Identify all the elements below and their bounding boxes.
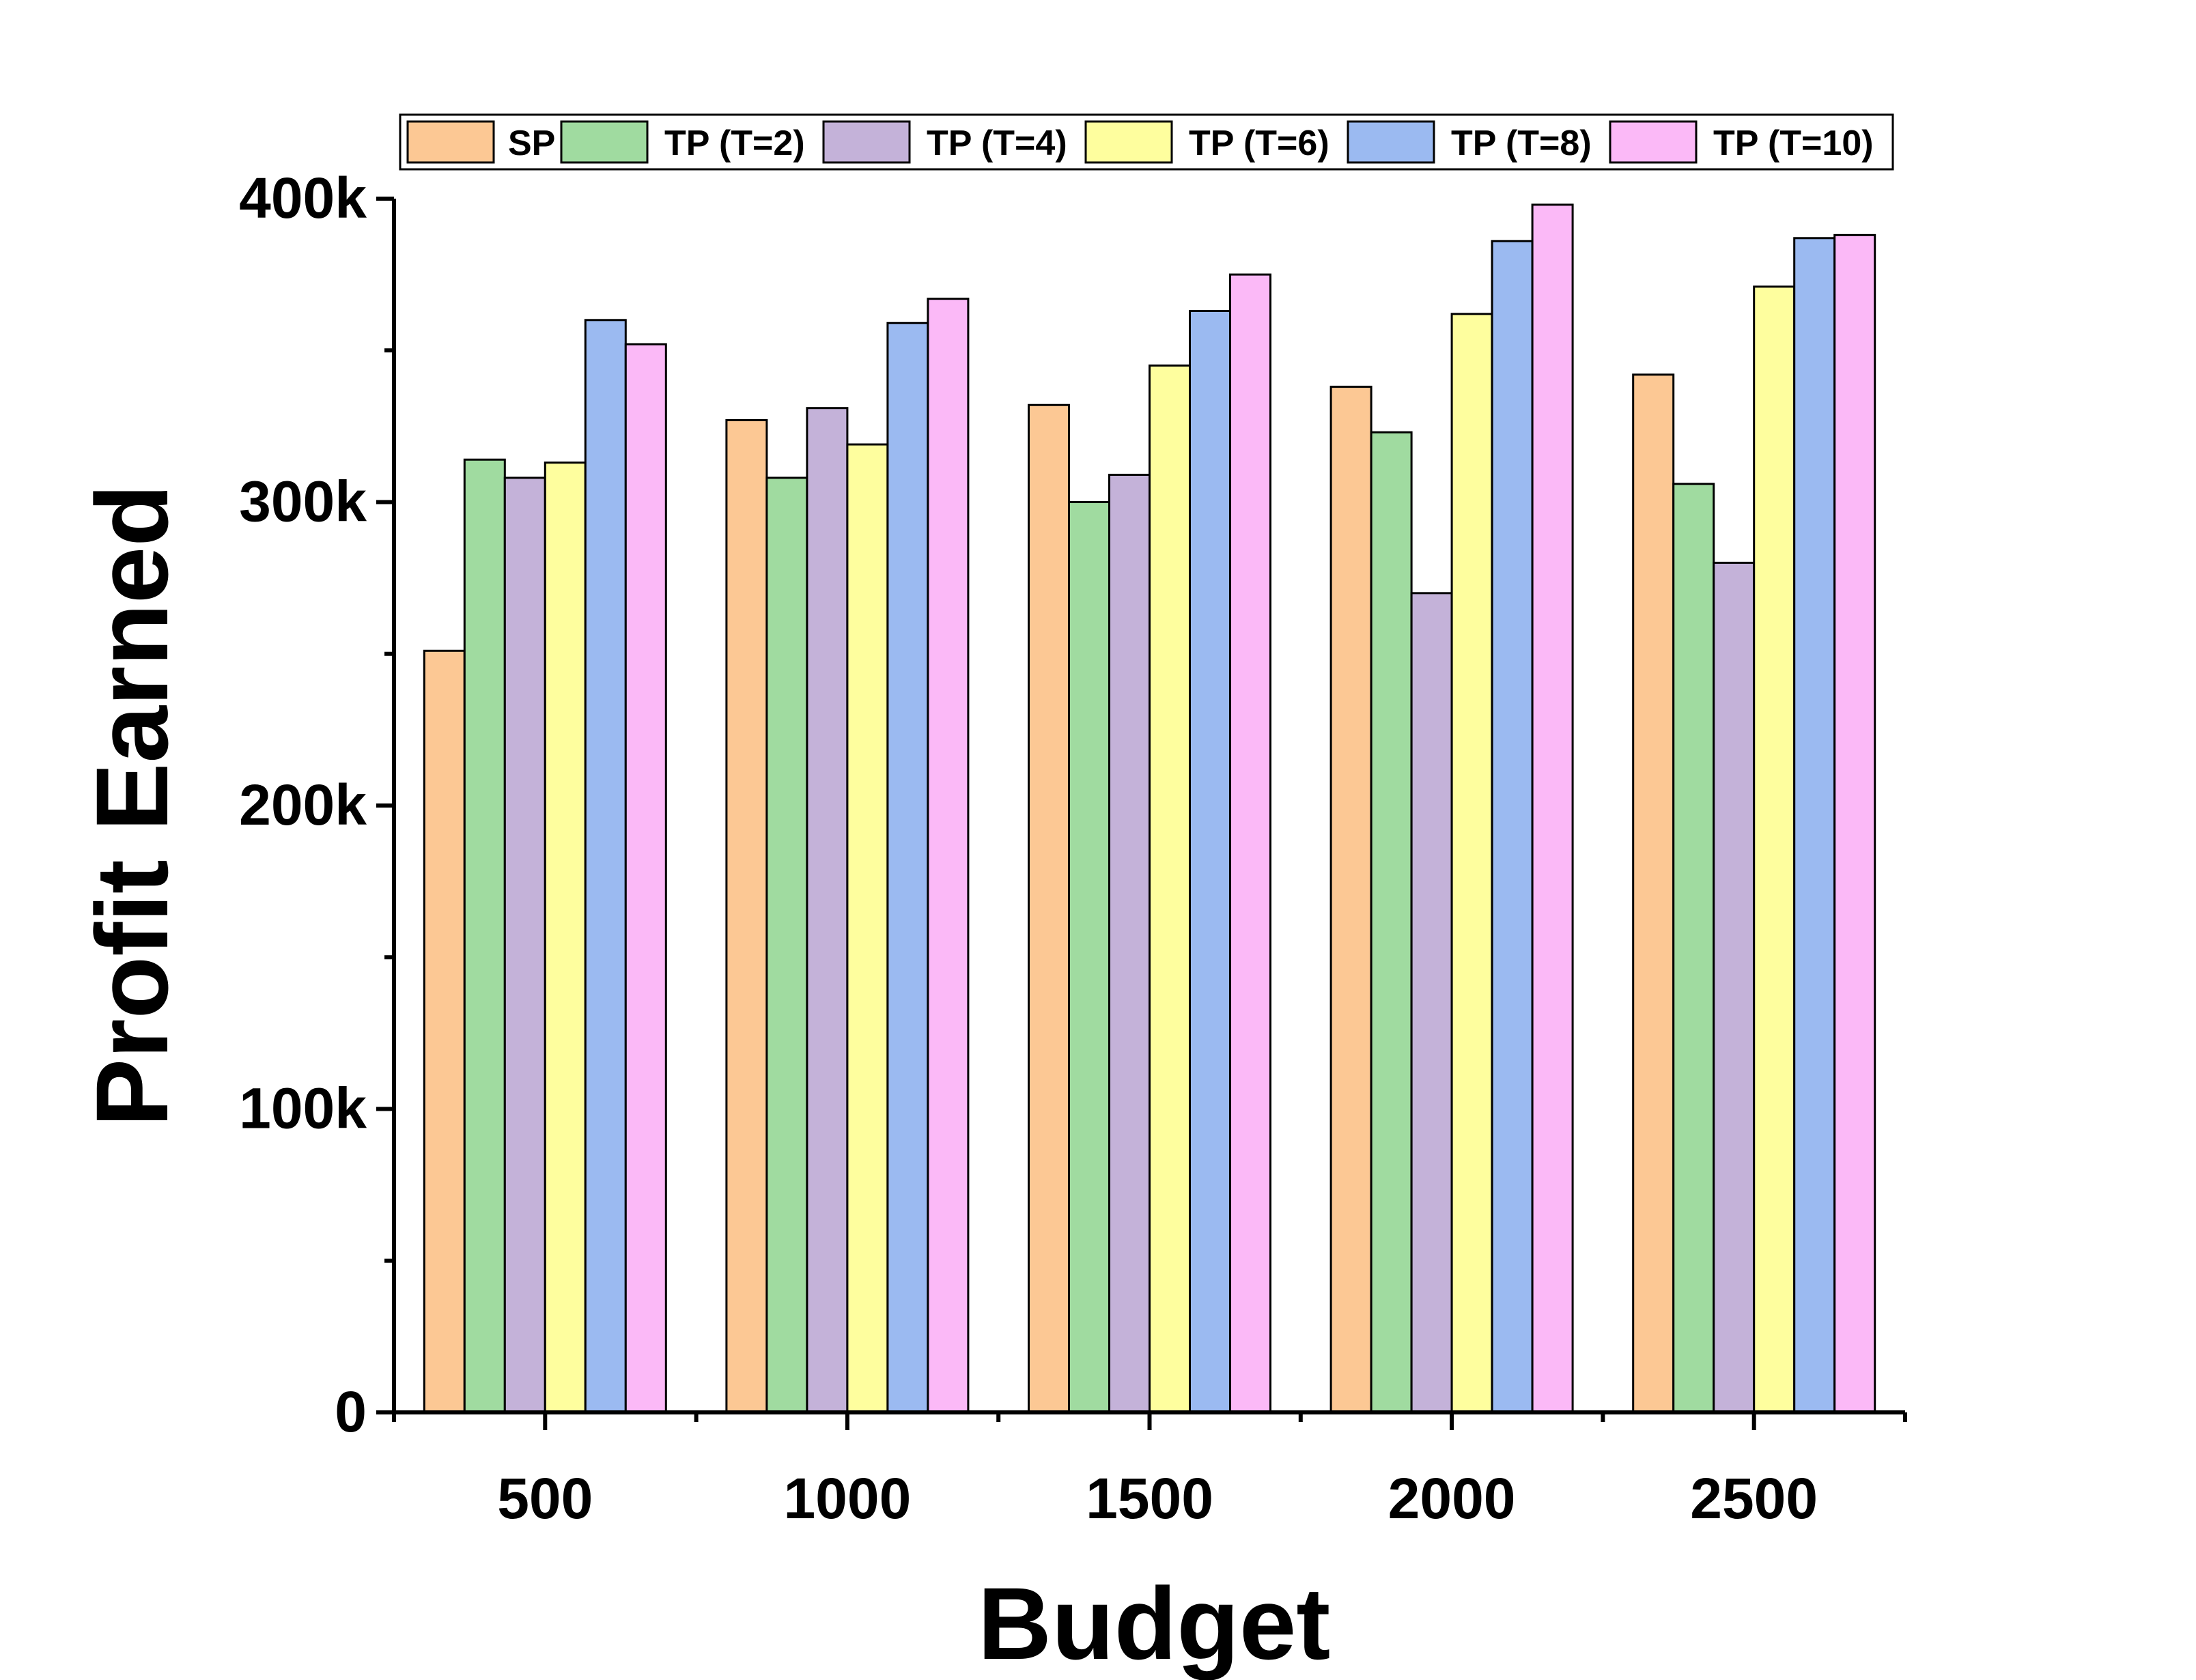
x-tick-label: 2000 <box>1388 1466 1516 1530</box>
bar-tp-t-10-1000 <box>927 298 970 1414</box>
bar-tp-t-8-500 <box>584 319 627 1414</box>
legend-label: TP (T=8) <box>1451 124 1592 163</box>
legend: SP TP (T=2) TP (T=4) TP (T=6) TP (T=8) TP (T=… <box>399 113 1894 171</box>
bar-tp-t-6-2000 <box>1450 313 1493 1414</box>
bar-sp-2500 <box>1632 373 1675 1414</box>
x-tick-label: 500 <box>497 1466 593 1530</box>
legend-swatch <box>406 120 495 164</box>
bar-tp-t-6-1500 <box>1149 364 1191 1414</box>
bar-tp-t-10-1500 <box>1229 273 1271 1414</box>
bar-tp-t-10-500 <box>624 343 667 1414</box>
bar-tp-t-4-2500 <box>1713 561 1756 1414</box>
legend-label: TP (T=4) <box>927 124 1067 163</box>
bar-tp-t-6-1000 <box>846 443 889 1414</box>
bar-tp-t-8-2000 <box>1491 240 1534 1414</box>
bar-tp-t-2-1500 <box>1068 501 1110 1414</box>
bar-tp-t-2-2500 <box>1672 483 1715 1414</box>
bar-tp-t-10-2000 <box>1531 203 1574 1414</box>
legend-swatch <box>1347 120 1435 164</box>
bar-tp-t-10-2500 <box>1833 233 1876 1414</box>
bar-tp-t-2-2000 <box>1370 431 1413 1414</box>
bar-sp-1000 <box>725 418 768 1414</box>
y-tick-label: 400k <box>239 166 367 230</box>
bar-sp-2000 <box>1329 386 1372 1414</box>
bar-tp-t-2-500 <box>463 458 506 1414</box>
bar-sp-500 <box>423 649 466 1414</box>
bar-tp-t-6-500 <box>544 461 587 1414</box>
y-tick-label: 200k <box>239 773 367 837</box>
bar-tp-t-8-1000 <box>886 322 929 1414</box>
legend-label: TP (T=10) <box>1713 124 1874 163</box>
y-tick-label: 300k <box>239 470 367 534</box>
y-tick-label: 100k <box>239 1077 367 1141</box>
y-axis-title: Profit Earned <box>74 484 189 1127</box>
legend-swatch <box>822 120 911 164</box>
bar-tp-t-4-2000 <box>1410 592 1453 1414</box>
legend-swatch <box>1084 120 1173 164</box>
bar-tp-t-4-1000 <box>806 407 849 1414</box>
bar-tp-t-4-1500 <box>1108 473 1151 1414</box>
bars-group <box>423 203 1876 1414</box>
legend-swatch <box>1609 120 1698 164</box>
x-tick-label: 1000 <box>783 1466 911 1530</box>
legend-label: TP (T=6) <box>1189 124 1329 163</box>
axes-group: 0 100k 200k 300k 400k 500 1000 1500 2000 2500 <box>239 166 1907 1530</box>
x-axis-title: Budget <box>978 1566 1331 1680</box>
legend-label: SP <box>508 124 555 163</box>
x-tick-label: 1500 <box>1086 1466 1213 1530</box>
bar-tp-t-2-1000 <box>765 476 808 1414</box>
bar-sp-1500 <box>1028 403 1070 1414</box>
y-tick-label: 0 <box>335 1380 367 1444</box>
x-tick-label: 2500 <box>1690 1466 1818 1530</box>
legend-swatch <box>560 120 649 164</box>
bar-tp-t-6-2500 <box>1753 285 1796 1414</box>
bar-tp-t-8-2500 <box>1793 237 1836 1414</box>
legend-label: TP (T=2) <box>664 124 805 163</box>
bar-tp-t-8-1500 <box>1189 309 1231 1414</box>
bar-tp-t-4-500 <box>503 476 546 1414</box>
